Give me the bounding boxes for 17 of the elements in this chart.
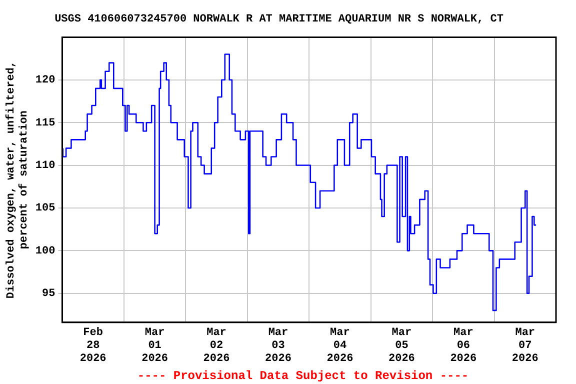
y-tick-label: 115 (35, 117, 56, 130)
x-tick-label: Mar 06 2026 (450, 326, 477, 366)
text: ---- Provisional Data Subject to Revision ---- (137, 369, 469, 384)
x-tick-label: Feb 28 2026 (80, 326, 106, 366)
y-tick-label: 110 (35, 160, 56, 172)
y-axis-title: Dissolved oxygen, water, unfiltered, percent of saturation (4, 60, 31, 299)
y-tick-label: 100 (35, 245, 56, 258)
x-tick-label: Mar 01 2026 (142, 326, 168, 366)
x-tick-label: Mar 03 2026 (265, 326, 292, 366)
x-tick-label: Mar 04 2026 (326, 326, 354, 366)
y-tick-label: 120 (35, 74, 56, 87)
chart-title: USGS 410606073245700 NORWALK R AT MARITIME AQUARIUM NR S NORWALK, CT (54, 13, 504, 26)
x-tick-label: Mar 02 2026 (203, 326, 230, 366)
y-tick-label: 105 (35, 202, 56, 215)
y-tick-label: 95 (42, 288, 56, 300)
x-tick-label: Mar 05 2026 (388, 326, 415, 366)
x-tick-label: Mar 07 2026 (512, 326, 538, 366)
